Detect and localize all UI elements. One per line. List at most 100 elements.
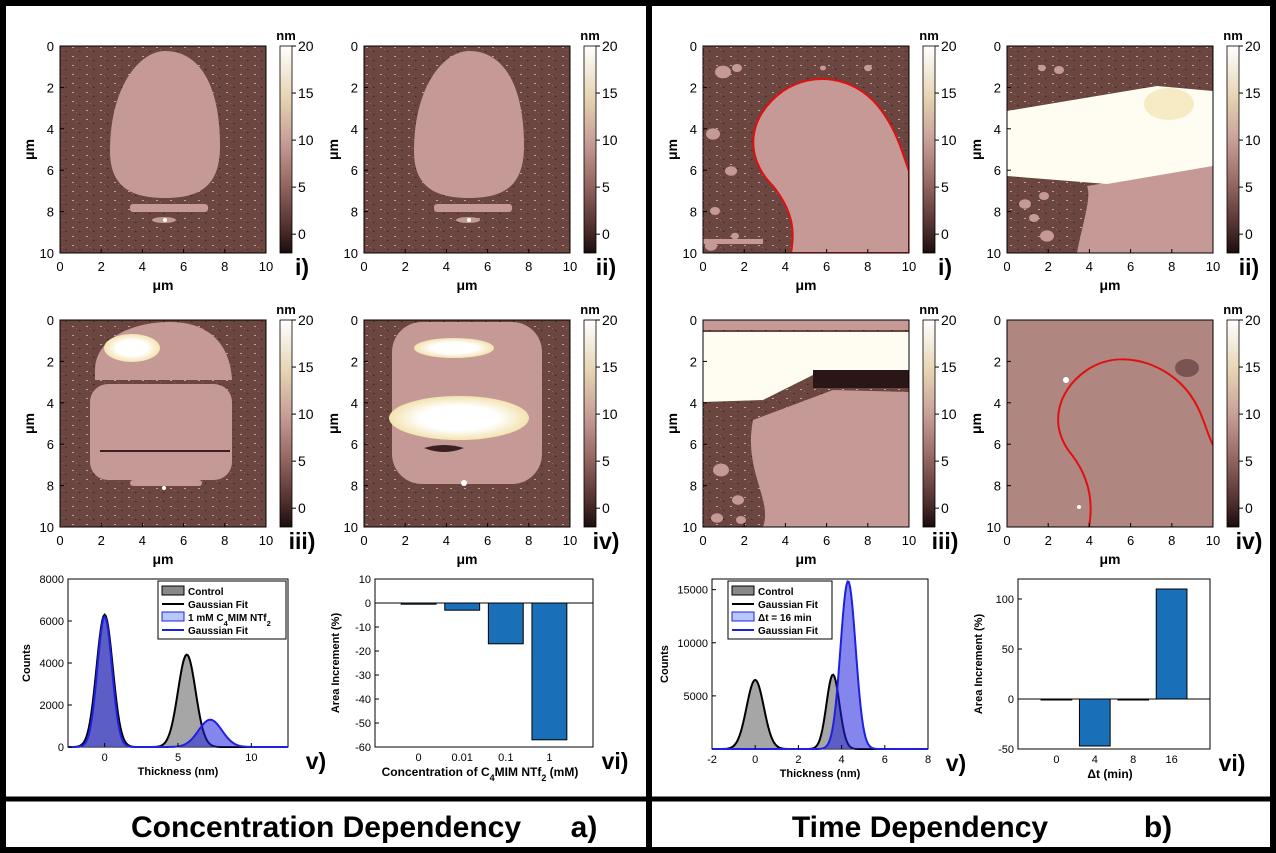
y-tick-label: 2: [994, 354, 1001, 369]
x-tick-label: 2: [98, 259, 105, 274]
y-tick-label: 6000: [40, 616, 64, 628]
x-tick-label: 2: [1045, 533, 1052, 548]
y-tick-label: 8: [994, 205, 1001, 220]
y-tick-label: 0: [47, 313, 54, 328]
x-tick-label: 6: [823, 259, 830, 274]
x-tick-label: 0: [56, 259, 63, 274]
colorbar-tick-label: 20: [1245, 38, 1261, 54]
x-tick-label: 2: [741, 259, 748, 274]
x-tick-label: 0: [102, 752, 108, 764]
x-tick-label: 6: [180, 259, 187, 274]
y-tick-label: 10: [40, 246, 54, 261]
y-tick-label: 8: [47, 479, 54, 494]
y-tick-label: 4: [690, 122, 697, 137]
x-tick-label: 6: [1127, 533, 1134, 548]
y-tick-label: 4: [994, 396, 1001, 411]
map-frame: [59, 319, 267, 528]
colorbar: [1226, 45, 1240, 254]
x-tick-label: 8: [1168, 259, 1175, 274]
colorbar: [583, 319, 597, 528]
colorbar-tick-label: 10: [941, 132, 957, 148]
legend: Control Gaussian Fit Δt = 16 min Gaussian F…: [727, 580, 833, 640]
y-tick-label: 4: [47, 396, 54, 411]
y-tick-label: 10: [344, 246, 358, 261]
panel-label: iv): [1236, 528, 1263, 554]
x-axis-label: μm: [456, 551, 477, 567]
bright-dot: [461, 480, 467, 486]
map-image: [703, 46, 909, 253]
y-axis-label: Counts: [21, 644, 33, 682]
x-tick-label: 8: [221, 533, 228, 548]
y-tick-label: -30: [355, 670, 371, 682]
colorbar-tick-label: 15: [298, 85, 314, 101]
x-tick-label: 6: [1127, 259, 1134, 274]
y-tick-label: 2: [47, 354, 54, 369]
top-strip: [703, 320, 909, 330]
y-tick-label: 8: [994, 479, 1001, 494]
debris-dot: [864, 64, 872, 72]
colorbar: [279, 45, 293, 254]
panel-label: v): [946, 750, 966, 776]
panel-label: ii): [596, 254, 616, 280]
debris-strip: [703, 239, 763, 244]
x-axis-label: μm: [456, 277, 477, 293]
legend-label: Gaussian Fit: [758, 626, 819, 637]
colorbar-tick-label: 10: [1245, 132, 1261, 148]
colorbar-tick-label: 15: [1245, 359, 1261, 375]
x-tick-label: 0: [699, 533, 706, 548]
colorbar-tick-label: 0: [602, 226, 610, 242]
bright-dot: [162, 486, 166, 490]
bar-16: [1155, 588, 1188, 700]
debris-dot: [710, 207, 720, 215]
x-axis-label: μm: [152, 551, 173, 567]
y-tick-label: 8: [351, 479, 358, 494]
debris-dot: [732, 64, 742, 72]
x-tick-label: 4: [839, 754, 845, 766]
histogram-b-v: -2 0 2 4 6 8 5000 10000 15000 Thickness (nm) Count…: [659, 578, 966, 780]
y-tick-label: 4: [351, 122, 358, 137]
y-axis-label: μm: [325, 413, 341, 434]
x-tick-label: 0: [1053, 754, 1059, 766]
debris-dot: [1019, 199, 1031, 209]
flake-shape: [750, 390, 909, 527]
y-tick-label: 10: [987, 246, 1001, 261]
y-tick-label: 50: [1002, 644, 1014, 656]
legend-label: Control: [188, 587, 224, 598]
y-axis-label: μm: [325, 139, 341, 160]
y-tick-label: 8: [690, 205, 697, 220]
dark-shadow: [813, 370, 909, 388]
x-tick-label: 4: [443, 259, 450, 274]
x-tick-label: 0: [360, 533, 367, 548]
map-frame: [1006, 45, 1214, 254]
x-tick-label: 2: [795, 754, 801, 766]
debris-dot: [706, 128, 720, 140]
y-tick-label: -10: [355, 622, 371, 634]
debris-dot: [725, 166, 737, 176]
bright-band: [703, 332, 909, 402]
debris-dot: [1039, 192, 1049, 200]
substrate-light: [1007, 320, 1213, 527]
x-tick-label: 0: [416, 752, 422, 764]
y-tick-label: 10: [683, 246, 697, 261]
bar-0.01: [444, 602, 481, 611]
colorbar-tick-label: 15: [941, 85, 957, 101]
y-tick-label: 2: [690, 80, 697, 95]
x-tick-label: 10: [902, 533, 916, 548]
x-axis-label: Δt (min): [1087, 767, 1132, 781]
legend-label: 1 mM C4MIM NTf2: [188, 613, 271, 628]
gaussian-fit-1: [712, 580, 928, 750]
y-tick-label: 10: [40, 520, 54, 535]
map-frame: [363, 45, 571, 254]
x-axis-label: Concentration of C4MIM NTf2 (mM): [382, 765, 579, 783]
x-tick-label: 6: [484, 259, 491, 274]
map-image: [1007, 46, 1213, 253]
y-tick-label: -20: [355, 646, 371, 658]
flake-shape-bottom: [90, 384, 232, 480]
y-tick-label: 100: [996, 594, 1014, 606]
flake-outline: [1057, 358, 1213, 527]
y-tick-label: 6: [351, 163, 358, 178]
dark-crack: [424, 445, 464, 452]
